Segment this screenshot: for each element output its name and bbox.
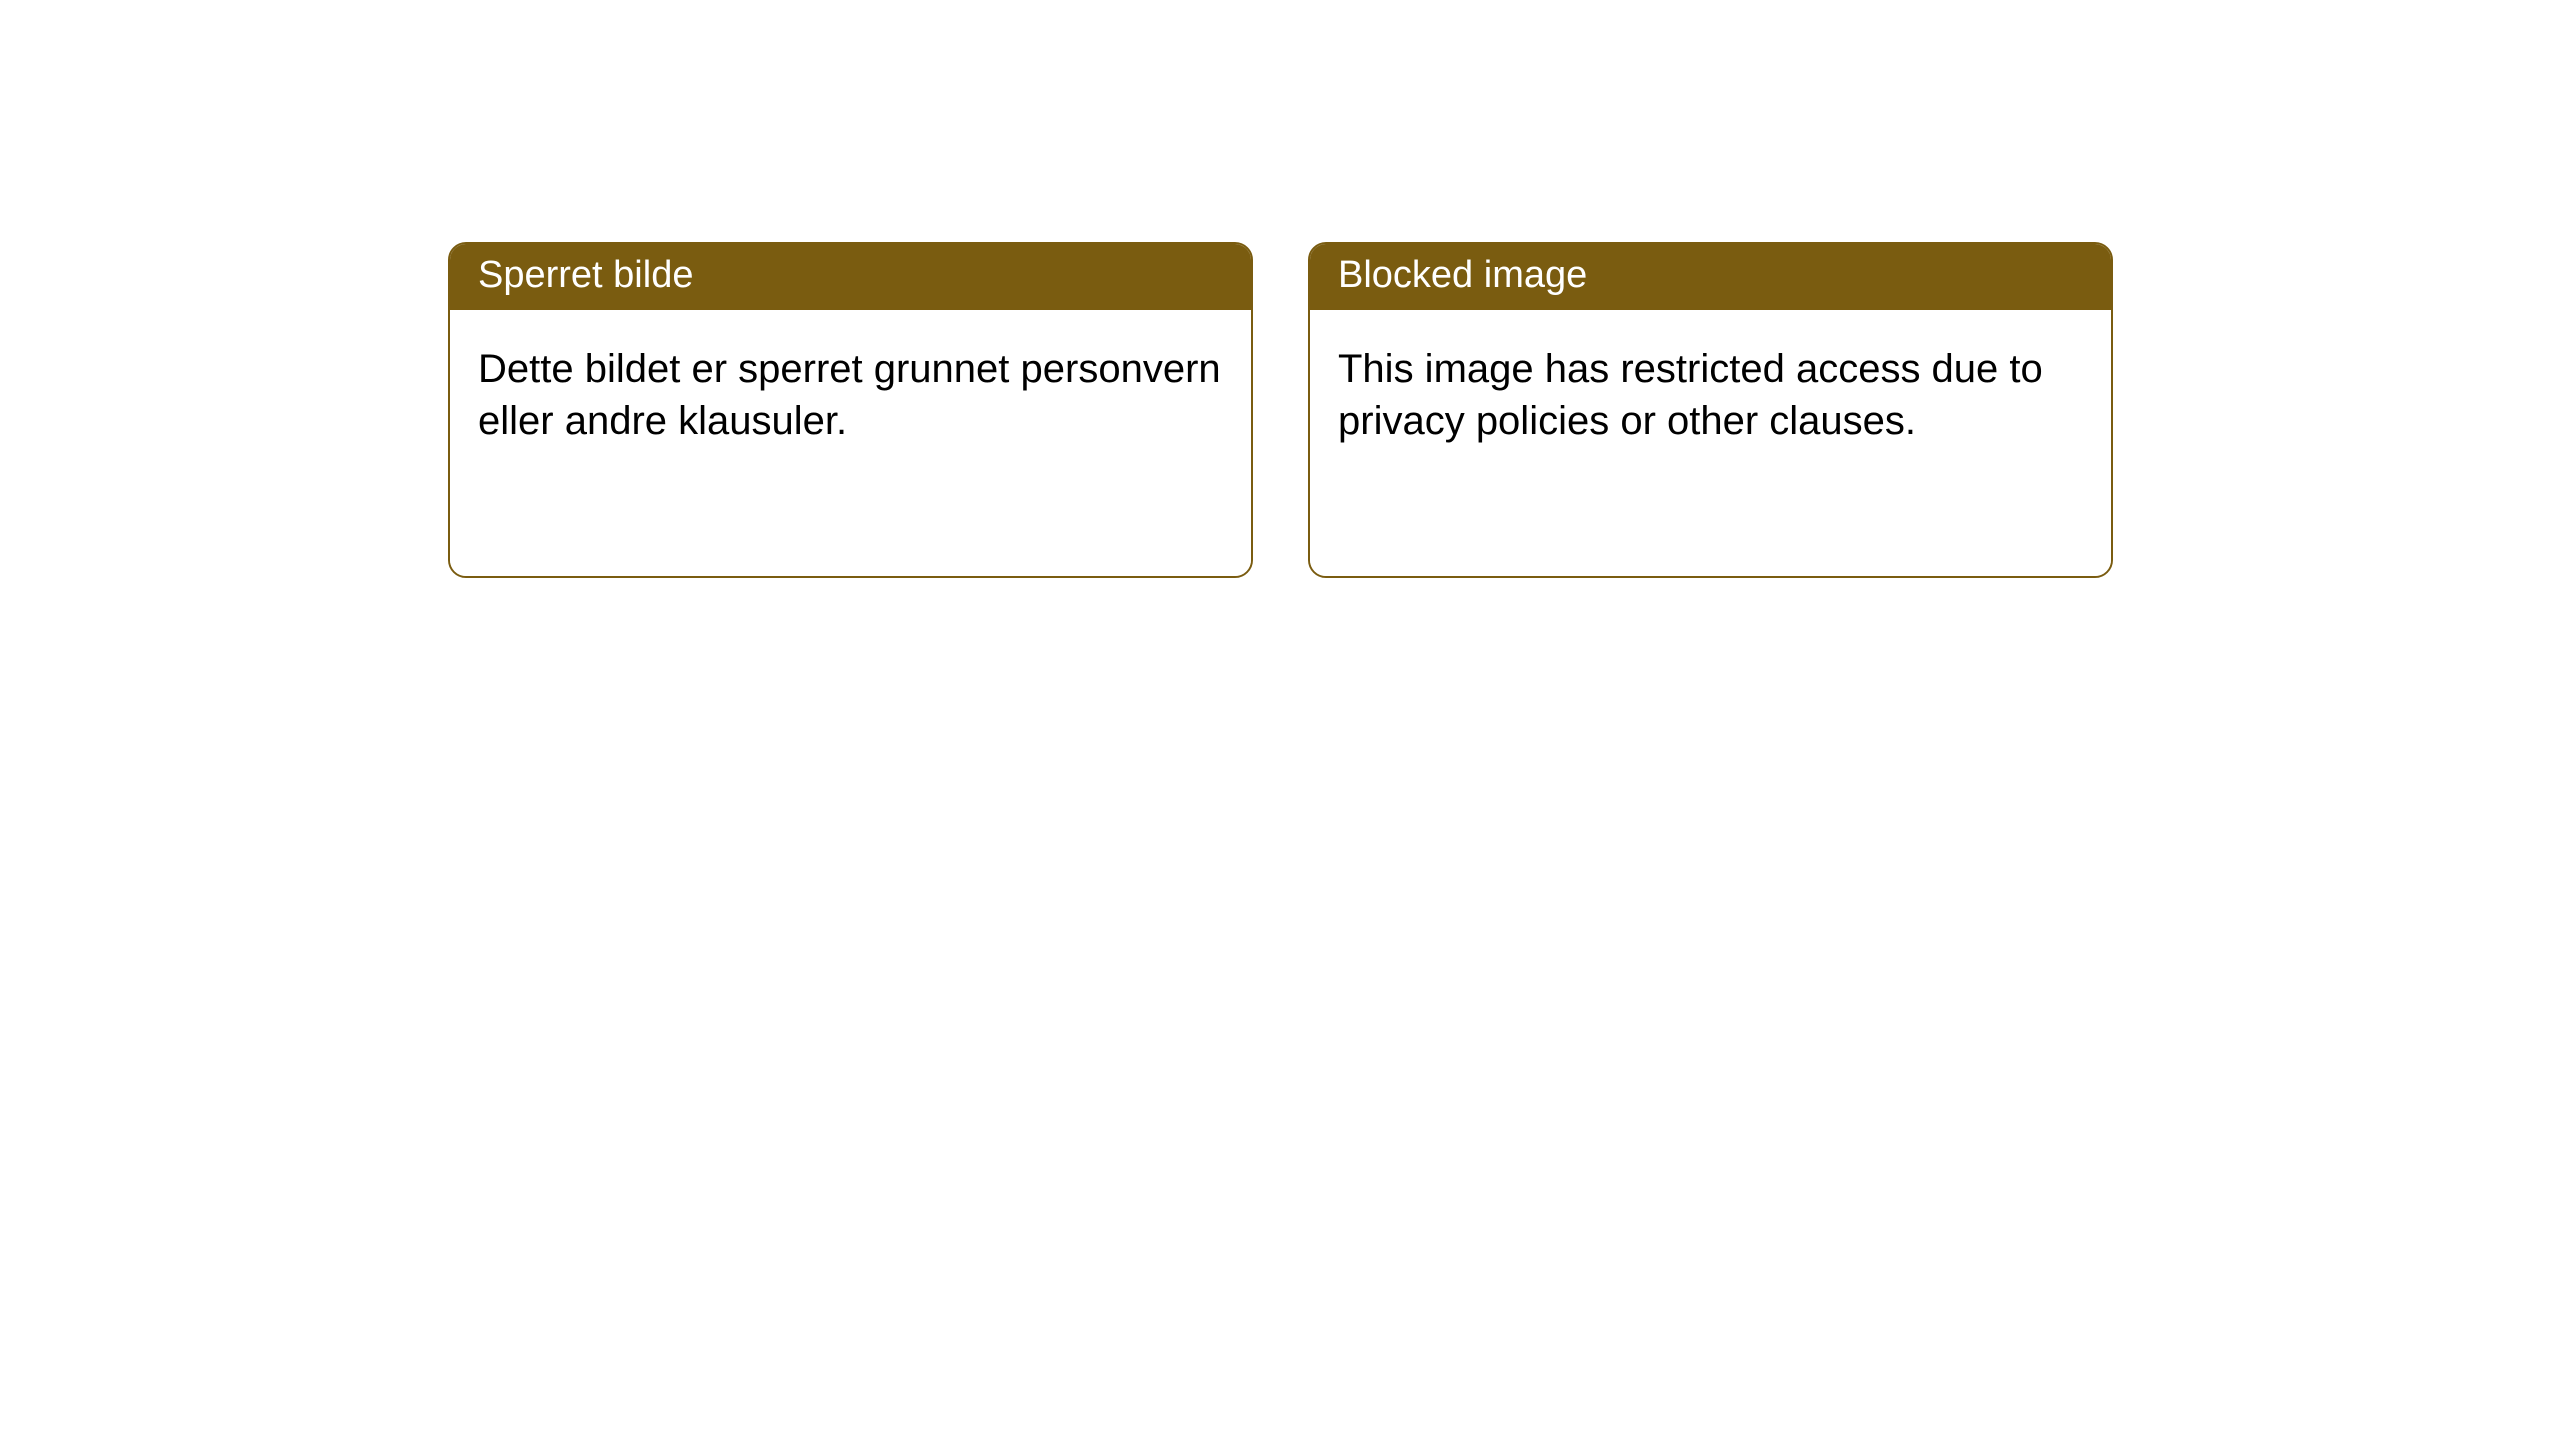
card-body-text: Dette bildet er sperret grunnet personve… <box>478 347 1221 443</box>
card-header: Sperret bilde <box>450 244 1251 310</box>
card-title: Blocked image <box>1338 254 1587 296</box>
blocked-image-card-en: Blocked image This image has restricted … <box>1308 242 2113 578</box>
card-title: Sperret bilde <box>478 254 693 296</box>
card-body-text: This image has restricted access due to … <box>1338 347 2043 443</box>
card-body: Dette bildet er sperret grunnet personve… <box>450 310 1251 576</box>
notice-container: Sperret bilde Dette bildet er sperret gr… <box>0 0 2560 578</box>
card-body: This image has restricted access due to … <box>1310 310 2111 576</box>
blocked-image-card-no: Sperret bilde Dette bildet er sperret gr… <box>448 242 1253 578</box>
card-header: Blocked image <box>1310 244 2111 310</box>
